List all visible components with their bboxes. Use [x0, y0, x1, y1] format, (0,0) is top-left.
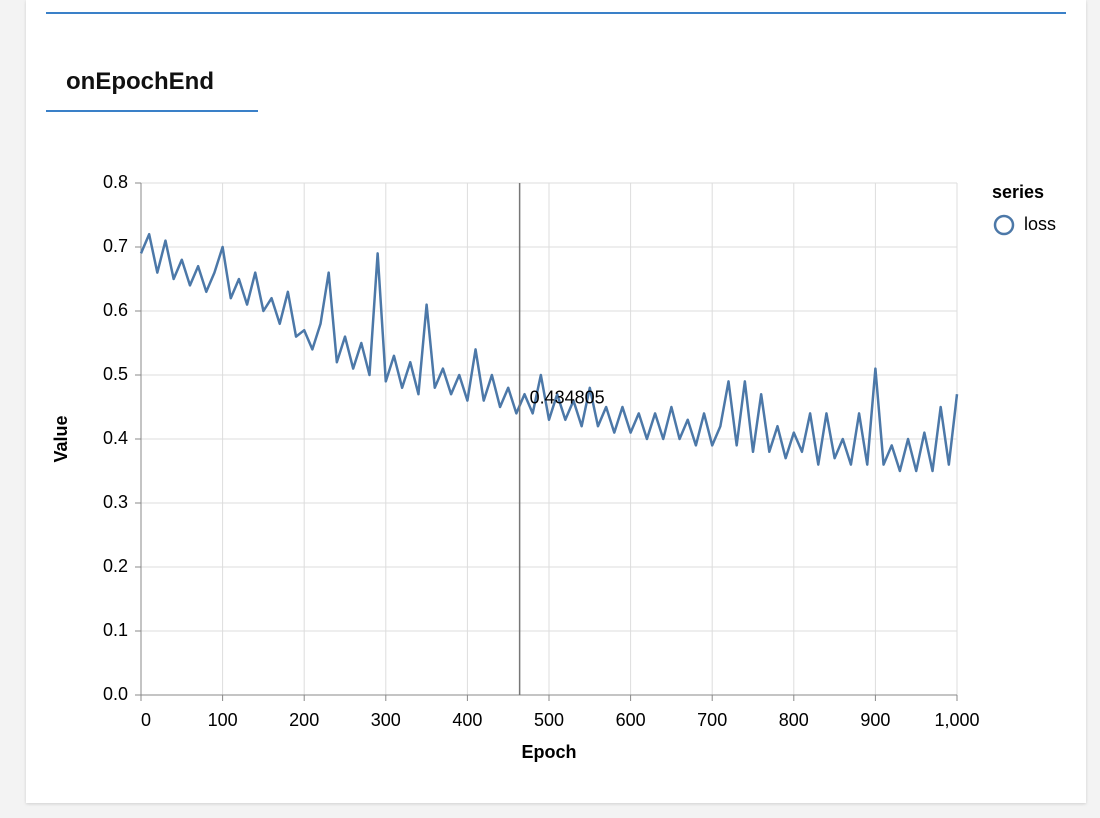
x-tick-label: 500 — [534, 710, 564, 730]
x-tick-label: 400 — [452, 710, 482, 730]
divider — [46, 12, 1066, 14]
x-tick-label: 0 — [141, 710, 151, 730]
y-axis-title: Value — [51, 415, 71, 462]
y-tick-label: 0.7 — [103, 236, 128, 256]
x-tick-label: 600 — [616, 710, 646, 730]
legend-title: series — [992, 182, 1044, 202]
y-tick-label: 0.8 — [103, 172, 128, 192]
y-tick-label: 0.3 — [103, 492, 128, 512]
x-tick-label: 300 — [371, 710, 401, 730]
loss-line — [139, 232, 959, 473]
x-tick-label: 800 — [779, 710, 809, 730]
tab[interactable]: onEpochEnd — [46, 66, 258, 112]
y-tick-label: 0.2 — [103, 556, 128, 576]
x-tick-label: 700 — [697, 710, 727, 730]
x-tick-label: 1,000 — [934, 710, 979, 730]
y-tick-label: 0.5 — [103, 364, 128, 384]
hover-value: 0.434805 — [530, 387, 605, 407]
legend-label: loss — [1024, 214, 1056, 234]
y-tick-label: 0.1 — [103, 620, 128, 640]
x-axis-title: Epoch — [521, 742, 576, 762]
x-tick-label: 900 — [860, 710, 890, 730]
legend-symbol — [993, 214, 1015, 236]
x-tick-label: 100 — [208, 710, 238, 730]
tab-title: onEpochEnd — [66, 68, 214, 95]
y-tick-label: 0.6 — [103, 300, 128, 320]
y-tick-label: 0.0 — [103, 684, 128, 704]
x-tick-label: 200 — [289, 710, 319, 730]
y-tick-label: 0.4 — [103, 428, 128, 448]
